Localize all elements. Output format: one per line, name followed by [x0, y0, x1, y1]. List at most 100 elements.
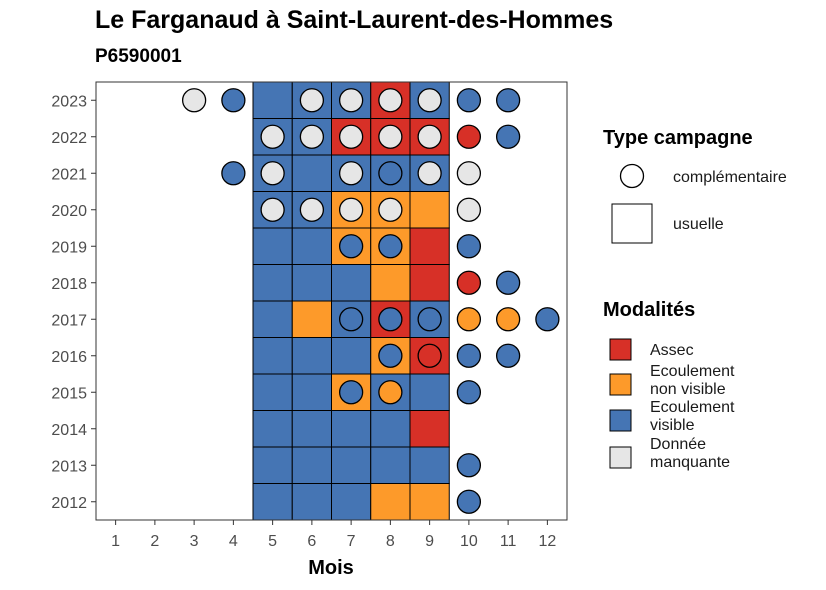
- x-tick-label: 4: [229, 533, 238, 550]
- point-2021-9: [417, 161, 442, 186]
- tile-2012-7: [331, 483, 372, 521]
- x-tick-label: 6: [307, 533, 316, 550]
- point-2019-8: [378, 234, 403, 259]
- legend-label: Donnée: [650, 436, 706, 453]
- point-2023-9: [417, 88, 442, 113]
- point-2016-10: [456, 343, 482, 368]
- panel-border: [95, 81, 568, 521]
- point-2017-12: [535, 307, 560, 332]
- legend-key-4: [609, 446, 632, 469]
- point-2019-7: [338, 234, 364, 259]
- tile-2012-6: [291, 483, 332, 521]
- point-2020-6: [299, 197, 325, 222]
- legend-label: Ecoulement: [650, 399, 735, 416]
- tile-2016-6: [291, 337, 332, 375]
- tile-2018-7: [331, 264, 372, 302]
- x-tick-label: 11: [500, 533, 517, 550]
- tile-2015-6: [291, 373, 332, 411]
- legend-type-title: Type campagne: [603, 127, 753, 149]
- point-2023-10: [456, 88, 482, 113]
- axes: 1 2 3 4 5 6 7 8 9 10 11 122012201320142015201620172…: [51, 81, 568, 550]
- point-2021-7: [338, 161, 364, 186]
- x-tick-label: 12: [538, 533, 556, 550]
- tile-2013-8: [370, 446, 411, 484]
- point-2020-8: [378, 197, 403, 222]
- point-2017-10: [456, 307, 482, 332]
- tile-2014-9: [409, 410, 450, 448]
- chart-title: Le Farganaud à Saint-Laurent-des-Hommes: [95, 6, 614, 34]
- point-2017-9: [417, 307, 442, 332]
- x-tick-label: 5: [268, 533, 277, 550]
- point-2013-10: [456, 453, 482, 478]
- point-2023-3: [181, 88, 207, 113]
- point-2022-10: [456, 124, 482, 149]
- point-2016-8: [378, 343, 403, 368]
- point-2018-11: [495, 270, 521, 295]
- y-tick-label: 2018: [51, 276, 87, 293]
- point-2022-7: [338, 124, 364, 149]
- tile-2012-5: [252, 483, 293, 521]
- tile-2019-6: [291, 227, 332, 265]
- y-tick-label: 2012: [51, 495, 87, 512]
- tile-2014-6: [291, 410, 332, 448]
- legend-label: non visible: [650, 381, 726, 398]
- legend-key-2: [609, 373, 632, 396]
- y-tick-label: 2021: [51, 166, 87, 183]
- tile-2016-7: [331, 337, 372, 375]
- point-2023-4: [221, 88, 246, 113]
- legend-label: visible: [650, 417, 695, 434]
- point-2022-9: [417, 124, 442, 149]
- legend-mod-title: Modalités: [603, 299, 695, 321]
- tile-2019-9: [409, 227, 450, 265]
- tile-2012-8: [370, 483, 411, 521]
- legend-label-usuelle: usuelle: [673, 216, 724, 233]
- tile-2018-6: [291, 264, 332, 302]
- legend: Type campagne complémentaire usuelle Modali…: [603, 127, 787, 471]
- point-2022-6: [299, 124, 325, 149]
- tile-2013-7: [331, 446, 372, 484]
- point-2022-5: [260, 124, 285, 149]
- tile-2018-8: [370, 264, 411, 302]
- y-tick-label: 2013: [51, 458, 87, 475]
- point-2015-8: [378, 380, 403, 405]
- tile-2014-8: [370, 410, 411, 448]
- point-2015-7: [338, 380, 364, 405]
- tile-2016-5: [252, 337, 293, 375]
- y-tick-label: 2014: [51, 422, 87, 439]
- tile-2015-9: [409, 373, 450, 411]
- point-2016-9: [417, 343, 442, 368]
- plot-area: [181, 81, 560, 521]
- y-tick-label: 2017: [51, 312, 87, 329]
- point-2017-11: [495, 307, 521, 332]
- tile-2017-6: [291, 300, 332, 338]
- point-2017-8: [378, 307, 403, 332]
- y-tick-label: 2016: [51, 349, 87, 366]
- legend-key-3: [609, 409, 632, 432]
- point-2020-7: [338, 197, 364, 222]
- x-tick-label: 10: [460, 533, 478, 550]
- tile-2013-5: [252, 446, 293, 484]
- tile-2018-9: [409, 264, 450, 302]
- x-axis-label: Mois: [308, 557, 354, 579]
- point-2021-10: [456, 161, 482, 186]
- point-2018-10: [456, 270, 482, 295]
- chart-subtitle: P6590001: [95, 46, 182, 67]
- x-tick-label: 1: [111, 533, 120, 550]
- point-2023-11: [495, 88, 521, 113]
- tile-2018-5: [252, 264, 293, 302]
- point-2017-7: [338, 307, 364, 332]
- y-tick-label: 2023: [51, 93, 87, 110]
- tile-2017-5: [252, 300, 293, 338]
- legend-key-1: [609, 338, 632, 361]
- point-2019-10: [456, 234, 482, 259]
- point-2021-5: [260, 161, 285, 186]
- point-2023-7: [338, 88, 364, 113]
- legend-key-usuelle: [611, 203, 653, 244]
- legend-key-complementaire: [619, 163, 645, 189]
- point-2022-8: [378, 124, 403, 149]
- tile-2020-9: [409, 191, 450, 229]
- y-tick-label: 2019: [51, 239, 87, 256]
- point-2015-10: [456, 380, 482, 405]
- point-2020-5: [260, 197, 285, 222]
- tile-2014-7: [331, 410, 372, 448]
